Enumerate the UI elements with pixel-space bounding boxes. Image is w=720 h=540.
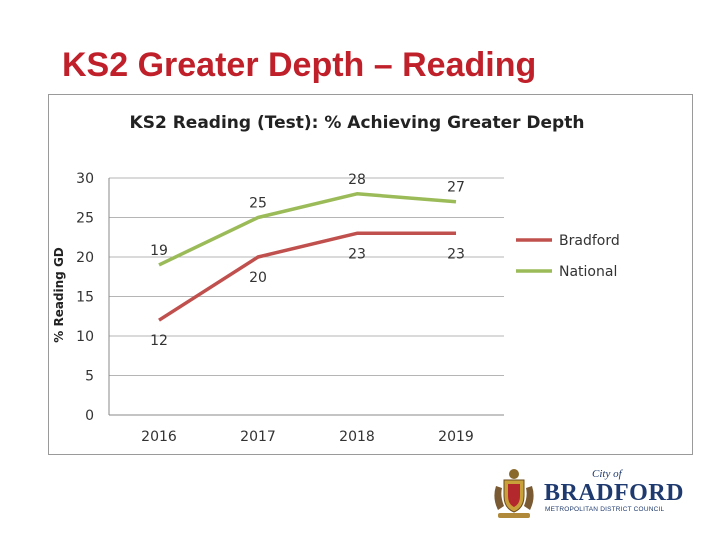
gridlines [108, 177, 504, 416]
data-label: 19 [150, 243, 168, 259]
legend-label: Bradford [559, 233, 620, 249]
y-tick-label: 25 [76, 211, 94, 227]
data-label: 20 [249, 270, 267, 286]
legend-label: National [559, 264, 617, 280]
data-label: 23 [447, 246, 465, 262]
y-axis-label: % Reading GD [52, 247, 66, 343]
y-tick-label: 15 [76, 290, 94, 306]
x-tick-label: 2018 [339, 429, 375, 445]
y-tick-label: 5 [85, 369, 94, 385]
series-line-bradford [158, 231, 456, 322]
data-labels: 12 20 23 23 19 25 28 27 [150, 172, 465, 349]
y-tick-label: 30 [76, 171, 94, 187]
line-chart: KS2 Reading (Test): % Achieving Greater … [52, 113, 620, 445]
data-label: 27 [447, 180, 465, 196]
y-tick-label: 20 [76, 250, 94, 266]
y-tick-label: 0 [85, 408, 94, 424]
logo-city-of: City of [592, 468, 622, 480]
coat-of-arms-icon [494, 469, 534, 518]
series-lines [158, 192, 457, 322]
x-tick-label: 2016 [141, 429, 177, 445]
series-line-national [158, 192, 457, 267]
data-label: 23 [348, 246, 366, 262]
bradford-council-logo: City of BRADFORD METROPOLITAN DISTRICT C… [488, 466, 688, 522]
legend: Bradford National [516, 233, 620, 280]
data-label: 28 [348, 172, 366, 188]
data-label: 25 [249, 196, 267, 212]
x-tick-labels: 2016 2017 2018 2019 [141, 429, 474, 445]
x-tick-label: 2017 [240, 429, 276, 445]
chart-frame: KS2 Reading (Test): % Achieving Greater … [48, 94, 693, 455]
data-label: 12 [150, 333, 168, 349]
slide-title: KS2 Greater Depth – Reading [62, 46, 537, 84]
logo-name: BRADFORD [544, 480, 684, 506]
logo-subtitle: METROPOLITAN DISTRICT COUNCIL [545, 506, 665, 513]
y-tick-label: 10 [76, 329, 94, 345]
x-tick-label: 2019 [438, 429, 474, 445]
chart-title: KS2 Reading (Test): % Achieving Greater … [130, 113, 585, 133]
y-tick-labels: 0 5 10 15 20 25 30 [76, 171, 94, 424]
